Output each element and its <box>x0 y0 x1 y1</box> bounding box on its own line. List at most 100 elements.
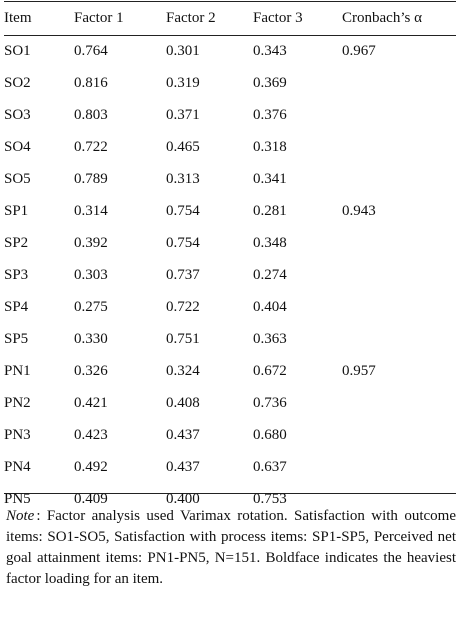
cell-factor-2: 0.754 <box>166 202 200 219</box>
cell-factor-1: 0.423 <box>74 426 108 443</box>
table-header: Item Factor 1 Factor 2 Factor 3 Cronbach… <box>4 2 456 35</box>
cell-factor-3: 0.369 <box>253 74 287 91</box>
table-row: PN2 0.421 0.408 0.736 <box>4 387 456 419</box>
factor-loadings-table: Item Factor 1 Factor 2 Factor 3 Cronbach… <box>4 2 456 515</box>
table-row: SP1 0.314 0.754 0.281 0.943 <box>4 195 456 227</box>
cell-factor-3: 0.281 <box>253 202 287 219</box>
header-row: Item Factor 1 Factor 2 Factor 3 Cronbach… <box>4 2 456 35</box>
header-cronbach-alpha: Cronbach’s α <box>342 10 422 26</box>
table-body: SO1 0.764 0.301 0.343 0.967 SO2 0.816 0.319 0.36… <box>4 35 456 515</box>
cell-cronbach-alpha <box>342 67 456 99</box>
cell-factor-2: 0.324 <box>166 362 200 379</box>
cell-cronbach-alpha <box>342 99 456 131</box>
cell-cronbach-alpha <box>342 259 456 291</box>
note-label: Note <box>6 508 35 524</box>
cell-factor-3: 0.363 <box>253 330 287 347</box>
cell-factor-2: 0.437 <box>166 458 200 475</box>
cell-item: SP4 <box>4 298 29 315</box>
cell-factor-1: 0.803 <box>74 106 108 123</box>
cell-item: PN3 <box>4 426 31 443</box>
table-note: Note: Factor analysis used Varimax rotat… <box>6 506 456 590</box>
table-row: PN1 0.326 0.324 0.672 0.957 <box>4 355 456 387</box>
cell-factor-3: 0.680 <box>253 426 287 443</box>
cell-factor-1: 0.421 <box>74 394 108 411</box>
cell-factor-1: 0.392 <box>74 234 108 251</box>
cell-factor-2: 0.301 <box>166 42 200 59</box>
cell-factor-2: 0.371 <box>166 106 200 123</box>
cell-factor-3: 0.672 <box>253 362 287 379</box>
table-row: SO3 0.803 0.371 0.376 <box>4 99 456 131</box>
cell-factor-2: 0.408 <box>166 394 200 411</box>
header-factor-3: Factor 3 <box>253 10 303 26</box>
cell-item: SO3 <box>4 106 31 123</box>
cell-factor-3: 0.404 <box>253 298 287 315</box>
cell-factor-3: 0.274 <box>253 266 287 283</box>
table-row: SO4 0.722 0.465 0.318 <box>4 131 456 163</box>
cell-cronbach-alpha <box>342 419 456 451</box>
cell-factor-3: 0.341 <box>253 170 287 187</box>
cell-item: SO4 <box>4 138 31 155</box>
cell-factor-3: 0.348 <box>253 234 287 251</box>
cell-item: SP3 <box>4 266 29 283</box>
cell-factor-3: 0.637 <box>253 458 287 475</box>
cell-cronbach-alpha: 0.957 <box>342 362 376 379</box>
cell-factor-2: 0.313 <box>166 170 200 187</box>
cell-item: PN1 <box>4 362 31 379</box>
table-bottom-rule <box>4 493 456 494</box>
cell-factor-1: 0.330 <box>74 330 108 347</box>
table-row: SO2 0.816 0.319 0.369 <box>4 67 456 99</box>
cell-item: PN5 <box>4 490 31 507</box>
table-top-rule <box>4 1 456 2</box>
cell-item: SP5 <box>4 330 29 347</box>
cell-factor-3: 0.753 <box>253 490 287 507</box>
cell-factor-1: 0.722 <box>74 138 108 155</box>
table-row: SP4 0.275 0.722 0.404 <box>4 291 456 323</box>
table-row: PN5 0.409 0.400 0.753 <box>4 483 456 515</box>
cell-factor-1: 0.326 <box>74 362 108 379</box>
table-row: SO5 0.789 0.313 0.341 <box>4 163 456 195</box>
cell-factor-1: 0.409 <box>74 490 108 507</box>
cell-factor-1: 0.492 <box>74 458 108 475</box>
table-row: SP2 0.392 0.754 0.348 <box>4 227 456 259</box>
cell-factor-1: 0.789 <box>74 170 108 187</box>
table-row: PN3 0.423 0.437 0.680 <box>4 419 456 451</box>
cell-cronbach-alpha: 0.967 <box>342 42 376 59</box>
cell-factor-1: 0.314 <box>74 202 108 219</box>
cell-factor-2: 0.319 <box>166 74 200 91</box>
cell-cronbach-alpha: 0.943 <box>342 202 376 219</box>
cell-factor-1: 0.764 <box>74 42 108 59</box>
table-row: SP5 0.330 0.751 0.363 <box>4 323 456 355</box>
cell-item: SP1 <box>4 202 29 219</box>
cell-factor-2: 0.465 <box>166 138 200 155</box>
cell-cronbach-alpha <box>342 291 456 323</box>
cell-cronbach-alpha <box>342 163 456 195</box>
cell-factor-2: 0.754 <box>166 234 200 251</box>
cell-factor-2: 0.400 <box>166 490 200 507</box>
cell-item: SP2 <box>4 234 29 251</box>
table-header-rule <box>4 35 456 36</box>
cell-item: PN4 <box>4 458 31 475</box>
table-row: PN4 0.492 0.437 0.637 <box>4 451 456 483</box>
cell-item: SO5 <box>4 170 31 187</box>
cell-item: SO2 <box>4 74 31 91</box>
cell-item: PN2 <box>4 394 31 411</box>
header-item: Item <box>4 10 32 26</box>
cell-factor-2: 0.722 <box>166 298 200 315</box>
cell-factor-3: 0.376 <box>253 106 287 123</box>
cell-cronbach-alpha <box>342 227 456 259</box>
cell-factor-2: 0.737 <box>166 266 200 283</box>
table-row: SP3 0.303 0.737 0.274 <box>4 259 456 291</box>
cell-factor-3: 0.736 <box>253 394 287 411</box>
cell-factor-3: 0.343 <box>253 42 287 59</box>
cell-cronbach-alpha <box>342 387 456 419</box>
note-text: : Factor analysis used Varimax rotation.… <box>6 508 456 587</box>
cell-factor-2: 0.751 <box>166 330 200 347</box>
cell-factor-1: 0.275 <box>74 298 108 315</box>
cell-cronbach-alpha <box>342 323 456 355</box>
cell-item: SO1 <box>4 42 31 59</box>
cell-cronbach-alpha <box>342 451 456 483</box>
cell-factor-2: 0.437 <box>166 426 200 443</box>
cell-factor-1: 0.816 <box>74 74 108 91</box>
header-factor-2: Factor 2 <box>166 10 216 26</box>
header-factor-1: Factor 1 <box>74 10 124 26</box>
